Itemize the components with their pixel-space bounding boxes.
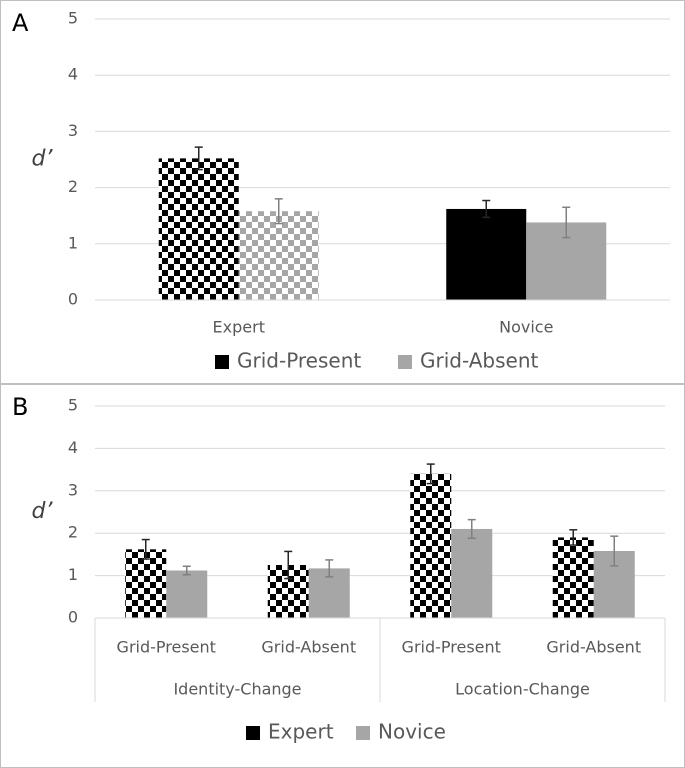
y-tick-label: 1 bbox=[68, 565, 78, 584]
legend-label: Novice bbox=[378, 720, 446, 744]
x-tick-label: Grid-Present bbox=[402, 638, 501, 657]
legend-swatch bbox=[246, 726, 260, 740]
bar bbox=[552, 537, 594, 618]
y-tick-label: 3 bbox=[68, 480, 78, 499]
error-bar bbox=[141, 538, 150, 560]
legend-label: Grid-Present bbox=[237, 349, 361, 373]
bar bbox=[410, 473, 452, 618]
error-bar bbox=[274, 198, 283, 225]
error-bar bbox=[467, 518, 476, 540]
y-axis-label: d’ bbox=[32, 147, 54, 172]
x-tick-label: Grid-Absent bbox=[261, 638, 356, 657]
chart-panel: Bd’ 0 1 2 3 4 5 Grid-Present Grid-Absent Grid-Pre… bbox=[0, 384, 685, 768]
legend-label: Grid-Absent bbox=[420, 349, 539, 373]
error-bar bbox=[284, 550, 293, 580]
x-tick-label: Expert bbox=[213, 318, 265, 337]
y-tick-label: 1 bbox=[68, 233, 78, 252]
y-tick-label: 2 bbox=[68, 177, 78, 196]
error-bar bbox=[610, 535, 619, 567]
panel-label: A bbox=[12, 9, 29, 37]
y-tick-label: 4 bbox=[68, 438, 78, 457]
x-tick-label: Novice bbox=[499, 318, 553, 337]
bar bbox=[158, 158, 239, 300]
bar bbox=[451, 528, 493, 618]
y-tick-label: 4 bbox=[68, 65, 78, 84]
x-tick-label: Grid-Present bbox=[117, 638, 216, 657]
legend-label: Expert bbox=[268, 720, 334, 744]
legend-swatch bbox=[215, 355, 229, 369]
chart-panel: Ad’ 0 1 2 3 4 5 Expert Novice Grid-Present Grid-Ab… bbox=[0, 0, 685, 384]
error-bar bbox=[569, 529, 578, 546]
y-tick-label: 5 bbox=[68, 396, 78, 415]
panel-label: B bbox=[12, 393, 28, 421]
x-tick-label: Grid-Absent bbox=[546, 638, 641, 657]
error-bar bbox=[194, 146, 203, 171]
bar bbox=[238, 211, 319, 300]
y-tick-label: 5 bbox=[68, 9, 78, 28]
error-bar bbox=[182, 565, 191, 576]
bar bbox=[166, 570, 208, 618]
y-tick-label: 2 bbox=[68, 523, 78, 542]
legend-swatch bbox=[356, 726, 370, 740]
y-tick-label: 3 bbox=[68, 121, 78, 140]
bar bbox=[125, 549, 167, 618]
legend-swatch bbox=[398, 355, 412, 369]
y-axis-label: d’ bbox=[32, 499, 54, 524]
bar bbox=[446, 208, 527, 300]
error-bar bbox=[562, 206, 571, 239]
y-tick-label: 0 bbox=[68, 290, 78, 309]
group-label: Identity-Change bbox=[173, 680, 301, 699]
error-bar bbox=[482, 199, 491, 219]
error-bar bbox=[325, 559, 334, 578]
y-tick-label: 0 bbox=[68, 608, 78, 627]
panel-border bbox=[0, 0, 685, 384]
group-label: Location-Change bbox=[455, 680, 590, 699]
error-bar bbox=[426, 463, 435, 485]
